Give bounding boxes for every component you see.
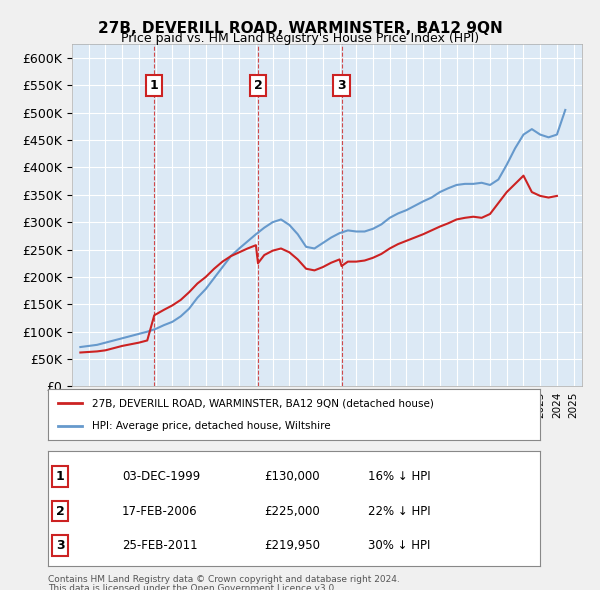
Text: 25-FEB-2011: 25-FEB-2011 [122, 539, 197, 552]
Text: This data is licensed under the Open Government Licence v3.0.: This data is licensed under the Open Gov… [48, 584, 337, 590]
Text: 30% ↓ HPI: 30% ↓ HPI [368, 539, 430, 552]
Text: 1: 1 [150, 79, 158, 92]
Text: 16% ↓ HPI: 16% ↓ HPI [368, 470, 430, 483]
Text: 27B, DEVERILL ROAD, WARMINSTER, BA12 9QN (detached house): 27B, DEVERILL ROAD, WARMINSTER, BA12 9QN… [92, 398, 434, 408]
Text: Price paid vs. HM Land Registry's House Price Index (HPI): Price paid vs. HM Land Registry's House … [121, 32, 479, 45]
Text: 2: 2 [56, 504, 65, 517]
Text: £225,000: £225,000 [265, 504, 320, 517]
Text: 2: 2 [254, 79, 262, 92]
Text: 27B, DEVERILL ROAD, WARMINSTER, BA12 9QN: 27B, DEVERILL ROAD, WARMINSTER, BA12 9QN [98, 21, 502, 35]
Text: 3: 3 [56, 539, 65, 552]
Text: 17-FEB-2006: 17-FEB-2006 [122, 504, 197, 517]
Text: £219,950: £219,950 [265, 539, 320, 552]
Text: 1: 1 [56, 470, 65, 483]
Text: 22% ↓ HPI: 22% ↓ HPI [368, 504, 430, 517]
Text: HPI: Average price, detached house, Wiltshire: HPI: Average price, detached house, Wilt… [92, 421, 331, 431]
Text: £130,000: £130,000 [265, 470, 320, 483]
Text: Contains HM Land Registry data © Crown copyright and database right 2024.: Contains HM Land Registry data © Crown c… [48, 575, 400, 584]
Text: 03-DEC-1999: 03-DEC-1999 [122, 470, 200, 483]
Text: 3: 3 [337, 79, 346, 92]
